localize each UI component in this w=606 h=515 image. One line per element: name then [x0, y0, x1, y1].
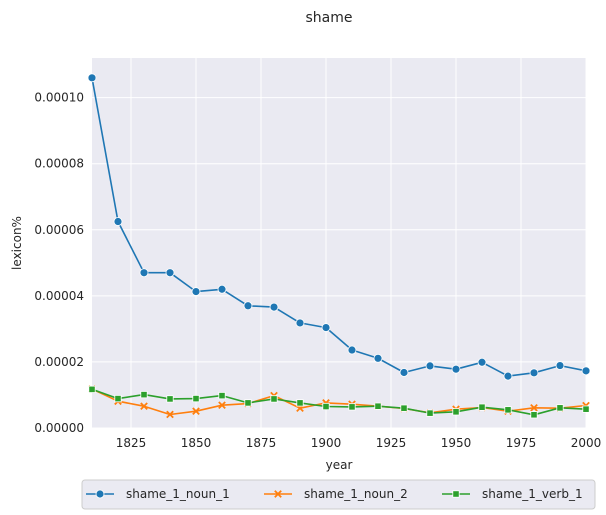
data-point [113, 217, 123, 226]
series-shame_1_verb_1 [88, 385, 590, 419]
legend-label: shame_1_noun_1 [126, 487, 230, 501]
data-point [373, 353, 383, 363]
data-point [452, 408, 460, 416]
data-point [348, 403, 356, 411]
data-point [477, 357, 487, 367]
data-point [581, 366, 591, 376]
data-point [140, 391, 148, 399]
data-point [400, 404, 408, 412]
data-point [244, 399, 252, 407]
y-tick-label: 0.00004 [34, 289, 84, 303]
legend-item: shame_1_noun_2 [264, 487, 408, 501]
data-point [139, 268, 149, 278]
legend-items: shame_1_noun_1 shame_1_noun_2 shame_1_verb… [86, 487, 583, 501]
data-point [88, 385, 96, 393]
data-point [321, 323, 331, 332]
plot-area [92, 58, 586, 428]
data-point [243, 301, 253, 311]
data-point [114, 394, 122, 403]
data-point [87, 73, 97, 83]
data-point [166, 395, 174, 403]
legend-marker [452, 490, 460, 498]
data-point [374, 402, 382, 410]
x-axis-title: year [326, 458, 353, 472]
data-point [218, 401, 226, 410]
data-point [296, 399, 304, 407]
x-tick-label: 1825 [116, 436, 147, 450]
data-point [555, 361, 565, 370]
series-layer [87, 73, 591, 419]
data-point [270, 395, 278, 403]
x-tick-label: 1900 [311, 436, 342, 450]
data-point [556, 404, 564, 412]
legend-label: shame_1_verb_1 [482, 487, 583, 501]
legend-marker [274, 490, 282, 498]
data-point [192, 394, 200, 403]
data-point [530, 411, 538, 419]
data-point [347, 345, 357, 355]
y-axis-title: lexicon% [10, 216, 24, 270]
data-point [218, 392, 226, 400]
x-tick-label: 1950 [441, 436, 472, 450]
y-tick-label: 0.00010 [34, 91, 84, 105]
series-line [91, 388, 587, 416]
data-point [530, 404, 538, 412]
y-tick-label: 0.00000 [34, 421, 84, 435]
series-line [91, 77, 587, 377]
legend-label: shame_1_noun_2 [304, 487, 408, 501]
data-point [399, 368, 409, 377]
grid [92, 58, 587, 429]
tick-labels: 1825 1850 1875 1900 1925 1950 1975 2000 0.00000 0… [34, 91, 601, 450]
data-point [166, 410, 174, 419]
data-point [425, 361, 435, 371]
data-point [269, 302, 279, 312]
y-tick-label: 0.00002 [34, 355, 84, 369]
legend-item: shame_1_verb_1 [442, 487, 583, 501]
x-tick-label: 1925 [376, 436, 407, 450]
data-point [140, 402, 148, 411]
data-point [192, 407, 200, 415]
x-tick-label: 2000 [571, 436, 602, 450]
legend-box [81, 479, 596, 510]
data-point [503, 371, 513, 381]
data-point [529, 368, 539, 378]
y-tick-label: 0.00006 [34, 223, 84, 237]
legend-item: shame_1_noun_1 [86, 487, 230, 501]
y-tick-label: 0.00008 [34, 157, 84, 171]
data-point [478, 403, 486, 411]
data-point [295, 318, 305, 328]
data-point [582, 405, 590, 413]
series-shame_1_noun_1 [87, 73, 591, 381]
data-point [451, 364, 461, 374]
data-point [426, 409, 434, 417]
data-point [322, 402, 330, 411]
legend-marker [95, 489, 105, 499]
data-point [504, 406, 512, 414]
data-point [165, 268, 175, 278]
series-line [91, 388, 587, 416]
data-point [191, 287, 201, 296]
data-point [217, 284, 227, 294]
legend: shame_1_noun_1 shame_1_noun_2 shame_1_verb… [81, 479, 596, 510]
x-tick-label: 1875 [246, 436, 277, 450]
x-tick-label: 1850 [181, 436, 212, 450]
chart-title: shame [306, 10, 353, 26]
x-tick-label: 1975 [506, 436, 537, 450]
